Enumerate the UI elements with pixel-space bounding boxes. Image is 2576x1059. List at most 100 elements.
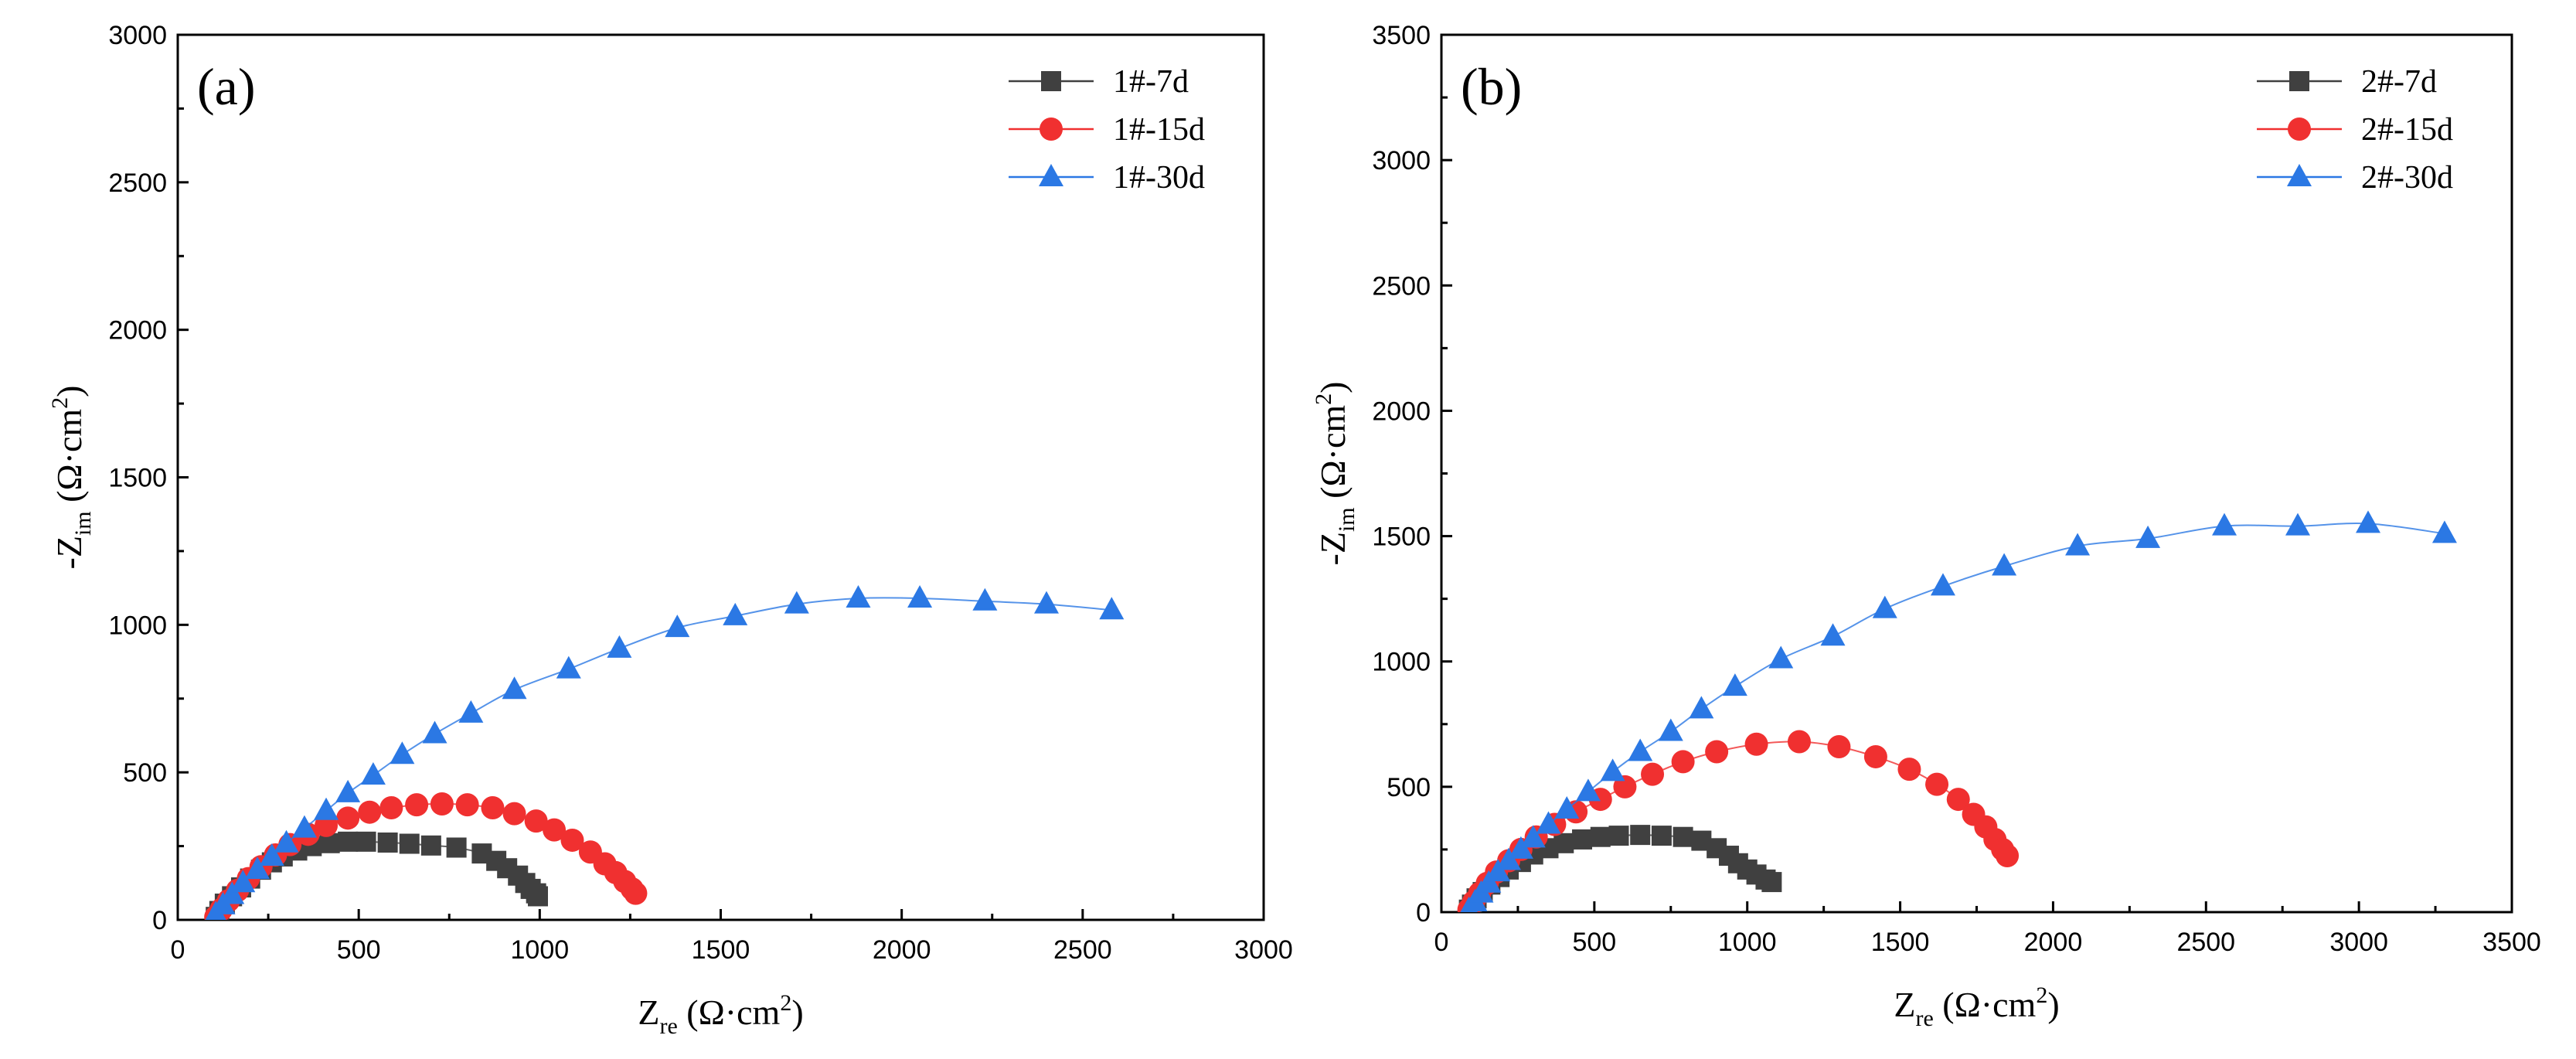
x-tick-label: 3000 xyxy=(2329,928,2388,957)
data-point xyxy=(1034,591,1059,614)
data-point xyxy=(422,720,447,744)
series-line xyxy=(215,597,1112,915)
data-point xyxy=(527,886,548,907)
data-point xyxy=(481,795,505,819)
data-point xyxy=(1628,738,1653,761)
legend-label: 1#-7d xyxy=(1113,64,1189,100)
x-axis-title-close: ) xyxy=(2047,985,2059,1024)
y-tick-label: 1500 xyxy=(108,464,167,493)
x-tick-label: 1500 xyxy=(692,935,750,965)
y-tick-label: 0 xyxy=(152,906,167,935)
data-point xyxy=(1722,673,1747,696)
data-point xyxy=(446,837,467,858)
y-axis-title-sub: im xyxy=(70,511,96,536)
data-point xyxy=(560,828,584,852)
data-point xyxy=(1992,553,2017,576)
data-point xyxy=(1600,758,1625,781)
x-tick-label: 1500 xyxy=(1871,928,1930,957)
data-point xyxy=(1554,796,1580,819)
legend-label: 2#-7d xyxy=(2361,64,2437,100)
x-tick-label: 2500 xyxy=(2176,928,2235,957)
x-tick-label: 3000 xyxy=(1234,935,1293,965)
data-point xyxy=(219,881,245,904)
y-axis-title: -Zim (Ω·cm2) xyxy=(1311,382,1359,566)
data-point xyxy=(1630,825,1651,846)
y-axis-title-close: ) xyxy=(1313,382,1353,393)
data-point xyxy=(1536,811,1561,834)
data-point xyxy=(274,829,299,853)
y-axis-title-main: -Z xyxy=(1313,532,1353,565)
y-tick-label: 3000 xyxy=(1372,146,1431,175)
data-point xyxy=(291,815,317,838)
data-point xyxy=(1673,826,1693,847)
data-point xyxy=(1705,740,1729,764)
panel-label: (b) xyxy=(1461,57,1522,116)
data-point xyxy=(1925,772,1949,796)
data-point xyxy=(502,676,527,700)
y-axis-title-sub: im xyxy=(1334,507,1359,532)
legend-label: 1#-15d xyxy=(1113,112,1205,148)
data-point xyxy=(1608,826,1629,846)
data-point xyxy=(1761,872,1782,893)
legend-marker xyxy=(2287,164,2312,186)
data-point xyxy=(377,833,398,853)
y-axis-title-sup: 2 xyxy=(47,397,73,409)
series-1#-30d xyxy=(205,584,1125,920)
data-point xyxy=(1863,744,1887,768)
y-tick-label: 1500 xyxy=(1372,523,1431,552)
legend-marker xyxy=(1041,71,1061,91)
x-tick-label: 1000 xyxy=(511,935,570,965)
data-point xyxy=(543,818,567,842)
x-axis-title-unit: (Ω·cm xyxy=(678,993,781,1032)
data-point xyxy=(1744,732,1768,756)
x-tick-label: 3500 xyxy=(2482,928,2541,957)
chart-panel-a: 0 500 1000 1500 2000 2500 3000 0 500 1000 1500 2000… xyxy=(47,21,1293,1039)
data-point xyxy=(1485,859,1511,882)
chart-panel-b: 0 500 1000 1500 2000 2500 3000 3500 0 500 1000 1500… xyxy=(1311,21,2541,1031)
x-tick-label: 0 xyxy=(171,935,185,965)
data-point xyxy=(360,761,386,785)
y-axis-title-close: ) xyxy=(49,386,89,397)
y-tick-label: 2500 xyxy=(108,169,167,198)
y-tick-label: 1000 xyxy=(108,611,167,640)
data-point xyxy=(2065,533,2091,556)
data-point xyxy=(1575,778,1601,802)
data-point xyxy=(1496,847,1522,870)
x-axis-title-main: Z xyxy=(1894,985,1915,1024)
data-point xyxy=(455,793,479,817)
data-point xyxy=(556,655,581,679)
data-point xyxy=(1572,829,1593,850)
y-tick-label: 2000 xyxy=(108,316,167,346)
x-tick-label: 500 xyxy=(337,935,381,965)
y-axis-title-main: -Z xyxy=(49,536,89,569)
data-point xyxy=(1508,836,1533,859)
x-tick-label: 2000 xyxy=(2024,928,2083,957)
legend-label: 2#-15d xyxy=(2361,112,2453,148)
data-point xyxy=(1897,758,1921,781)
data-point xyxy=(1520,825,1546,848)
data-point xyxy=(1946,788,1970,812)
data-point xyxy=(390,741,415,764)
data-point xyxy=(624,881,648,905)
data-point xyxy=(420,835,441,856)
data-point xyxy=(379,795,403,819)
data-point xyxy=(723,602,748,625)
data-point xyxy=(1658,718,1683,741)
data-point xyxy=(1996,844,2020,868)
data-point xyxy=(2135,525,2161,548)
series-2#-30d xyxy=(1460,510,2457,912)
x-axis-title-sup: 2 xyxy=(780,990,791,1016)
y-axis-title-sup: 2 xyxy=(1311,393,1336,405)
data-point xyxy=(2212,512,2237,536)
data-point xyxy=(665,615,690,638)
data-point xyxy=(1787,730,1811,754)
data-point xyxy=(259,843,284,866)
data-point xyxy=(245,856,271,880)
legend-marker xyxy=(1040,117,1063,141)
data-point xyxy=(846,584,871,608)
plot-frame xyxy=(176,33,1265,921)
data-point xyxy=(907,584,933,608)
data-point xyxy=(1553,833,1574,853)
data-point xyxy=(358,800,382,824)
